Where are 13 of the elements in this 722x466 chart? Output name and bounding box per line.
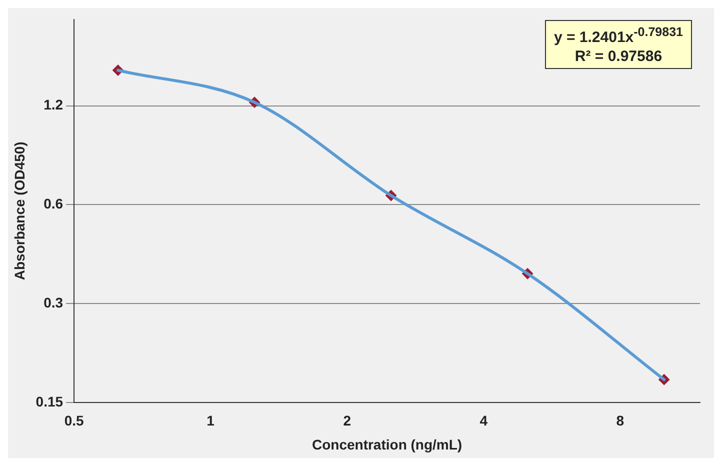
x-tick-label: 0.5	[64, 412, 84, 429]
y-tick-label: 0.15	[36, 393, 64, 410]
y-tick-label: 0.3	[44, 294, 64, 310]
x-axis-title: Concentration (ng/mL)	[312, 436, 462, 452]
x-tick-label: 8	[616, 412, 624, 429]
y-tick-label: 0.6	[44, 196, 64, 212]
x-tick-label: 1	[206, 412, 215, 429]
y-tick-label: 1.2	[44, 96, 64, 113]
annotation: R² = 0.97586	[574, 47, 664, 66]
x-tick-label: 2	[343, 412, 352, 429]
x-tick-label: 4	[480, 412, 488, 429]
annotation: y = 1.2401x$^{-0.79831}$	[554, 24, 683, 47]
y-axis-title: Absorbance (OD450)	[11, 142, 28, 280]
